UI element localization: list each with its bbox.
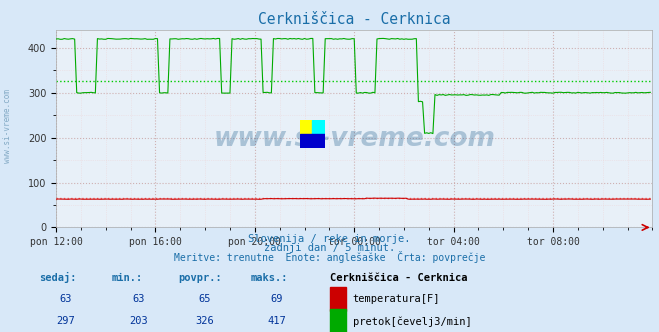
Text: pretok[čevelj3/min]: pretok[čevelj3/min]	[353, 316, 471, 327]
Text: maks.:: maks.:	[250, 273, 288, 283]
Title: Cerkniščica - Cerknica: Cerkniščica - Cerknica	[258, 12, 451, 27]
Text: povpr.:: povpr.:	[178, 273, 221, 283]
Text: Meritve: trenutne  Enote: anglešaške  Črta: povprečje: Meritve: trenutne Enote: anglešaške Črta…	[174, 251, 485, 263]
Text: 203: 203	[129, 316, 148, 326]
Text: Cerkniščica - Cerknica: Cerkniščica - Cerknica	[330, 273, 467, 283]
Text: 63: 63	[132, 294, 144, 304]
Bar	[300, 120, 312, 133]
Bar	[312, 120, 325, 133]
Text: temperatura[F]: temperatura[F]	[353, 294, 440, 304]
Text: sedaj:: sedaj:	[40, 272, 77, 283]
Text: 69: 69	[271, 294, 283, 304]
Text: zadnji dan / 5 minut.: zadnji dan / 5 minut.	[264, 243, 395, 253]
Text: www.si-vreme.com: www.si-vreme.com	[3, 89, 13, 163]
Bar	[312, 133, 325, 148]
Text: 326: 326	[195, 316, 214, 326]
Text: Slovenija / reke in morje.: Slovenija / reke in morje.	[248, 234, 411, 244]
Text: 417: 417	[268, 316, 286, 326]
Bar	[330, 287, 346, 311]
Text: 63: 63	[60, 294, 72, 304]
Text: 65: 65	[198, 294, 210, 304]
Bar	[330, 309, 346, 332]
Text: min.:: min.:	[112, 273, 143, 283]
Bar	[300, 133, 312, 148]
Text: 297: 297	[57, 316, 75, 326]
Text: www.si-vreme.com: www.si-vreme.com	[214, 125, 495, 151]
